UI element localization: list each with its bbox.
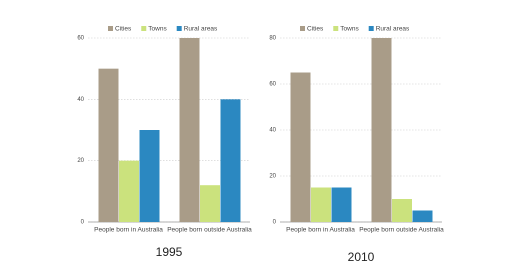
y-tick-label: 60 (269, 82, 276, 88)
y-tick-label: 0 (273, 220, 277, 226)
x-tick-label: People born outside Australia (167, 227, 252, 234)
legend-swatch (333, 26, 339, 31)
x-tick-label: People born outside Australia (359, 227, 444, 234)
legend-label: Rural areas (184, 26, 218, 33)
bar (311, 187, 331, 222)
legend-swatch (300, 26, 305, 31)
legend-label: Cities (115, 26, 132, 33)
legend-label: Rural areas (376, 26, 410, 33)
x-tick-label: People born in Australia (94, 227, 163, 234)
bar (98, 68, 119, 223)
legend-swatch (368, 26, 374, 31)
legend-swatch (176, 26, 182, 31)
y-tick-label: 20 (269, 174, 276, 180)
bar (200, 185, 220, 222)
legend-label: Cities (307, 26, 324, 33)
y-tick-label: 40 (269, 128, 276, 134)
legend-label: Towns (148, 26, 167, 33)
y-tick-label: 20 (77, 158, 84, 164)
chart-title: 1995 (156, 245, 183, 259)
legend-label: Towns (340, 26, 359, 33)
x-tick-label: People born in Australia (286, 227, 355, 234)
bar (412, 210, 433, 222)
y-tick-label: 40 (77, 97, 84, 103)
y-tick-label: 60 (77, 36, 84, 42)
bar (331, 187, 352, 222)
bar (220, 99, 241, 222)
legend-swatch (141, 26, 147, 31)
legend-swatch (108, 26, 113, 31)
chart-title: 2010 (348, 250, 375, 264)
y-tick-label: 80 (269, 36, 276, 42)
y-tick-label: 0 (81, 220, 85, 226)
bar (139, 130, 160, 222)
bar (179, 38, 200, 222)
bar (392, 199, 412, 222)
bar (371, 38, 392, 222)
bar (290, 72, 311, 222)
bar (119, 160, 139, 222)
